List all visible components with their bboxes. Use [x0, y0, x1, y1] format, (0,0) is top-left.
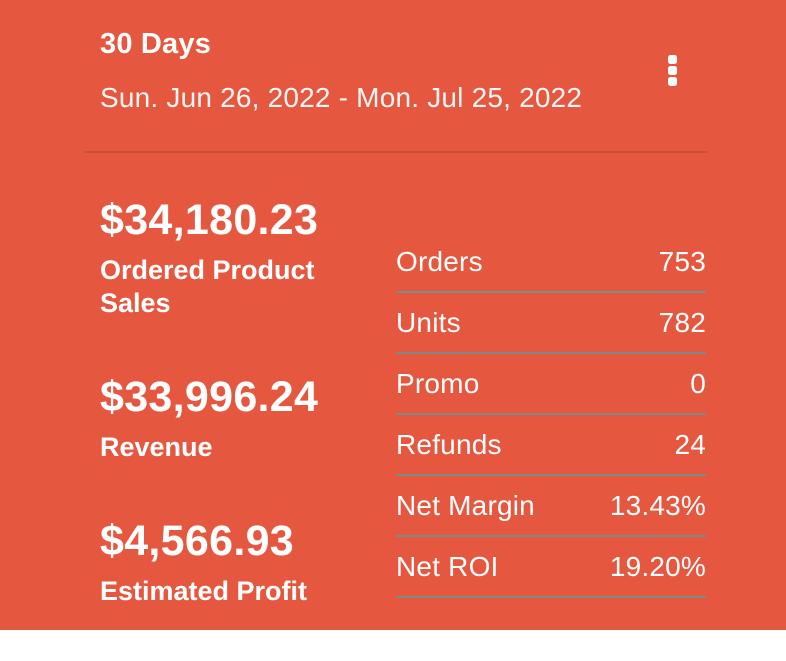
stat-label: Promo	[396, 367, 480, 399]
metric-group: $33,996.24 Revenue	[100, 373, 375, 464]
table-row: Net Margin 13.43%	[396, 476, 706, 537]
stat-value: 19.20%	[609, 550, 706, 582]
stat-label: Units	[396, 306, 461, 338]
metric-group: $4,566.93 Estimated Profit	[100, 517, 375, 608]
stats-table: Orders 753 Units 782 Promo 0 Refunds 24 …	[396, 232, 706, 598]
stat-label: Net Margin	[396, 489, 535, 521]
kebab-dot	[667, 54, 677, 64]
table-row: Units 782	[396, 293, 706, 354]
metric-label: Ordered Product Sales	[100, 255, 315, 318]
metrics-column: $34,180.23 Ordered Product Sales $33,996…	[100, 196, 375, 661]
metric-value: $34,180.23	[100, 196, 319, 244]
table-row: Refunds 24	[396, 415, 706, 476]
stat-label: Net ROI	[396, 550, 499, 582]
stat-label: Refunds	[396, 428, 502, 460]
stat-value: 13.43%	[609, 489, 706, 521]
metric-label: Estimated Profit	[100, 576, 308, 606]
table-row: Orders 753	[396, 232, 706, 293]
period-title: 30 Days	[100, 28, 212, 60]
table-row: Promo 0	[396, 354, 706, 415]
stat-value: 753	[658, 245, 706, 277]
stat-value: 24	[674, 428, 706, 460]
stats-summary-card: 30 Days Sun. Jun 26, 2022 - Mon. Jul 25,…	[0, 0, 786, 630]
metric-label: Revenue	[100, 432, 213, 462]
metric-value: $4,566.93	[100, 517, 294, 565]
stat-value: 782	[658, 306, 706, 338]
stat-value: 0	[690, 367, 706, 399]
kebab-menu-icon[interactable]	[659, 47, 685, 93]
metric-value: $33,996.24	[100, 373, 319, 421]
stat-label: Orders	[396, 245, 483, 277]
date-range: Sun. Jun 26, 2022 - Mon. Jul 25, 2022	[100, 82, 583, 113]
kebab-dot	[667, 65, 677, 75]
header-divider	[85, 151, 707, 153]
table-row: Net ROI 19.20%	[396, 537, 706, 598]
kebab-dot	[667, 76, 677, 86]
metric-group: $34,180.23 Ordered Product Sales	[100, 196, 375, 320]
